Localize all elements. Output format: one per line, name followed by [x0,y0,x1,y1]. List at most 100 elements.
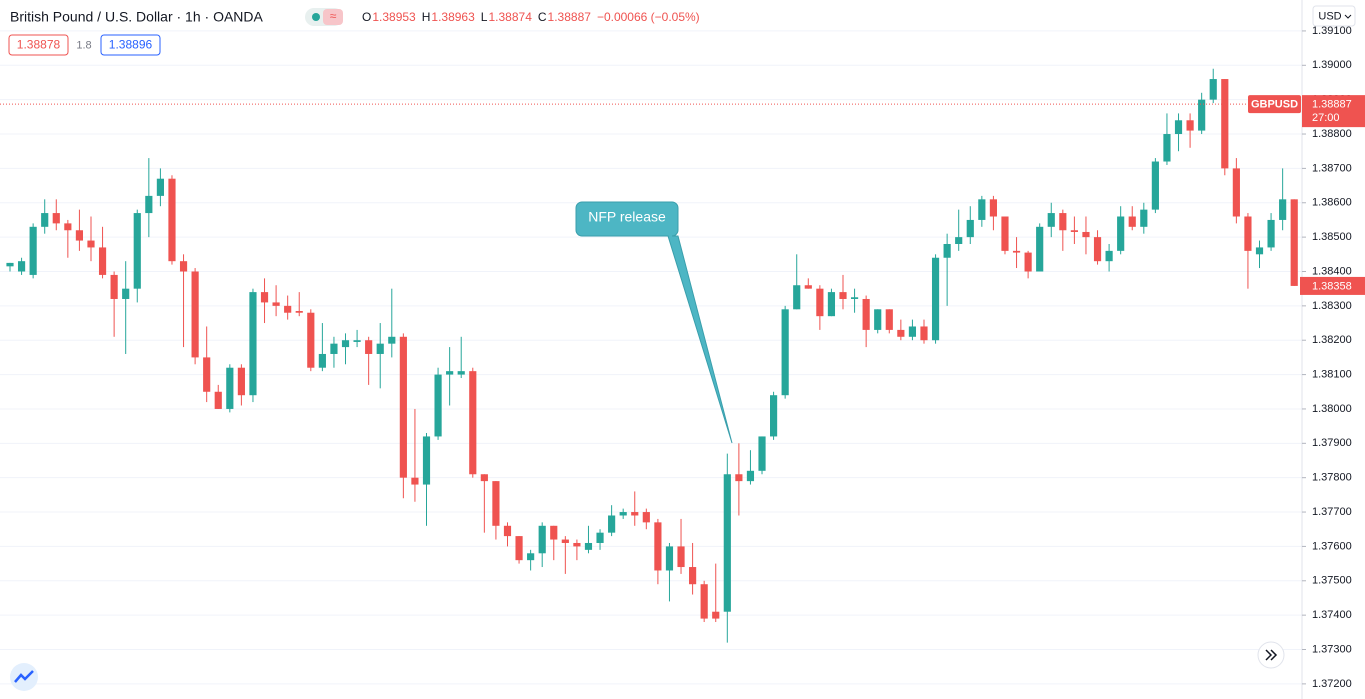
ohlc-key: H [422,10,431,24]
candle-body [1279,199,1287,220]
candle-body [665,546,674,571]
y-tick-label: 1.39100 [1312,25,1352,37]
last-price-value: 1.38358 [1312,280,1352,292]
candle-body [457,371,465,375]
candle-body [584,542,593,550]
y-tick-label: 1.37700 [1312,506,1352,518]
chart-title: British Pound / U.S. Dollar · 1h · OANDA [10,9,264,25]
candle-body [515,536,523,561]
candle-body [446,371,454,375]
candle-body [596,532,604,543]
sell-button[interactable] [8,34,69,56]
y-tick-label: 1.39000 [1312,59,1352,71]
ohlc-value: 1.38874 [488,10,532,24]
plot-area [0,68,1302,643]
spread: 1.8 [76,39,91,51]
candle-body [388,336,396,344]
last-price-tag [1300,276,1365,295]
candle-body [654,522,662,571]
candle-body [1047,213,1055,227]
candle-body [631,512,639,516]
sell-price: 1.38878 [17,38,61,52]
indicator-icon[interactable] [323,9,343,25]
candle-body [122,288,130,299]
scroll-glyph [1265,649,1278,661]
candle-body [642,512,650,523]
candle-body [1290,199,1298,286]
candle-body [41,213,49,227]
currency-selector[interactable] [1312,5,1356,27]
candle-body [110,274,118,299]
candle-body [341,340,350,348]
candle-body [1244,216,1252,251]
price-tag [1302,95,1365,128]
candle-body [1232,168,1240,217]
y-tick-label: 1.37900 [1312,437,1352,449]
ohlc-value: 1.38887 [548,10,592,24]
y-tick-label: 1.38200 [1312,334,1352,346]
ohlc-key: C [538,10,547,24]
y-tick-label: 1.38100 [1312,368,1352,380]
ohlc-change: −0.00066 (−0.05%) [597,10,700,24]
candle-body [98,247,107,275]
candle-body [793,285,801,310]
buy-button[interactable] [100,34,161,56]
candle-body [561,539,569,543]
y-tick-label: 1.37500 [1312,575,1352,587]
dropdown-arrow [1344,14,1352,19]
symbol-tag [1248,95,1301,114]
candle-body [469,371,477,475]
candle-body [272,302,280,306]
candle-body [1198,99,1206,131]
candle-body [874,309,882,330]
ohlc-header: O 1.38953 H 1.38963 L 1.38874 C 1.38887 −0.00066… [362,10,700,24]
candle-body [920,326,928,341]
candle-body [191,271,199,358]
candle-body [897,329,905,337]
candle-body [770,395,778,437]
y-tick-label: 1.38700 [1312,162,1352,174]
candle-body [781,309,789,396]
candle-body [52,213,60,224]
candle-body [1151,161,1159,210]
candle-body [1163,134,1171,162]
candle-body [6,262,14,267]
candle-body [862,298,870,330]
countdown: 27:00 [1312,112,1340,124]
candle-body [527,553,535,561]
candle-body [1117,216,1125,251]
candle-body [989,199,997,217]
candle-body [17,261,26,272]
candle-body [1001,216,1009,251]
candle-body [480,474,488,482]
ohlc-value: 1.38953 [372,10,416,24]
candle-body [966,219,974,238]
candle-body [64,223,72,231]
logo-glyph [14,670,34,683]
candle-body [1012,250,1021,253]
candle-body [1059,213,1067,231]
candle-body [1128,216,1136,227]
candle-body [885,309,893,330]
candle-body [145,195,153,214]
candle-body [1105,250,1113,262]
candle-body [411,477,419,485]
candle-body [758,436,766,471]
candle-body [1093,237,1102,262]
indicator-glyph: ≈ [330,9,337,23]
candle-body [689,567,697,585]
y-tick-label: 1.38800 [1312,128,1352,140]
ohlc-key: L [481,10,488,24]
candle-body [550,525,558,540]
candle-body [1036,226,1044,272]
candle-body [712,611,720,619]
candle-body [1082,231,1090,238]
y-tick-label: 1.37400 [1312,609,1352,621]
candle-body [168,178,176,262]
candle-body [1221,79,1229,169]
buy-price: 1.38896 [109,38,153,52]
candle-body [203,357,211,392]
candle-body [746,470,755,482]
candle-body [816,288,824,317]
